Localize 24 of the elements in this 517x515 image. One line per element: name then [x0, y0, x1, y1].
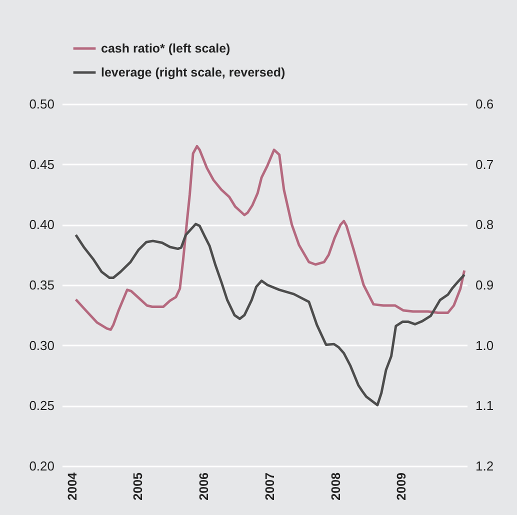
- y-tick-label: 0.30: [29, 338, 54, 353]
- legend-label: cash ratio* (left scale): [101, 42, 230, 56]
- y2-tick-label: 1.1: [476, 398, 494, 414]
- line-series: [74, 144, 466, 331]
- y-tick-label: 0.40: [29, 217, 54, 232]
- y-tick-label: 0.35: [29, 278, 54, 292]
- y2-tick-label: 1.0: [476, 338, 494, 353]
- y2-tick-label: 0.7: [476, 156, 494, 172]
- y2-tick-label: 0.8: [476, 217, 494, 232]
- x-tick-label: 2006: [197, 472, 212, 500]
- y2-tick-label: 0.6: [476, 96, 494, 112]
- y-tick-label: 0.50: [29, 96, 54, 112]
- y2-tick-label: 0.9: [476, 278, 494, 292]
- x-tick-label: 2005: [131, 472, 146, 500]
- x-tick-label: 2009: [394, 472, 409, 500]
- y-tick-label: 0.20: [29, 458, 54, 474]
- x-tick-label: 2008: [328, 472, 343, 500]
- line-series: [74, 222, 466, 406]
- x-tick-label: 2004: [65, 472, 80, 500]
- legend-label: leverage (right scale, reversed): [101, 66, 286, 80]
- y2-tick-label: 1.2: [476, 458, 494, 474]
- y-tick-label: 0.25: [29, 398, 54, 414]
- x-tick-label: 2007: [262, 472, 277, 500]
- y-tick-label: 0.45: [29, 156, 54, 172]
